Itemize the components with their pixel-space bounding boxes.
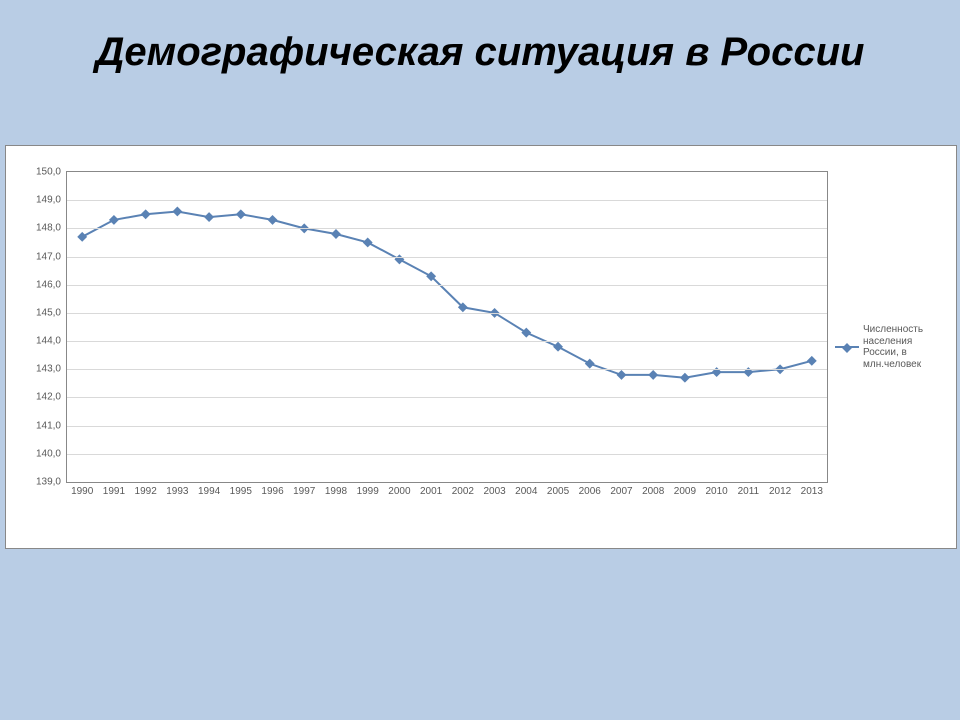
y-axis-tick: 142,0 (11, 392, 67, 403)
data-point-marker (77, 232, 87, 242)
x-axis-tick: 1990 (71, 486, 93, 497)
y-axis-tick: 149,0 (11, 195, 67, 206)
chart-container: 139,0 140,0 141,0 142,0 143,0 144,0 145,0 146,0… (5, 145, 957, 549)
x-axis-tick: 2010 (706, 486, 728, 497)
chart-legend: Численность населения России, в млн.чело… (835, 324, 950, 370)
gridline (67, 313, 827, 314)
x-axis-tick: 2001 (420, 486, 442, 497)
y-axis-tick: 141,0 (11, 420, 67, 431)
data-point-marker (680, 373, 690, 383)
data-point-marker (236, 209, 246, 219)
x-axis-tick: 2008 (642, 486, 664, 497)
legend-marker-icon (835, 346, 859, 348)
data-point-marker (141, 209, 151, 219)
gridline (67, 397, 827, 398)
data-point-marker (648, 370, 658, 380)
gridline (67, 454, 827, 455)
y-axis-tick: 150,0 (11, 167, 67, 178)
data-point-marker (521, 328, 531, 338)
data-point-marker (585, 359, 595, 369)
x-axis-tick: 2000 (388, 486, 410, 497)
page-title: Демографическая ситуация в России (0, 30, 960, 75)
x-axis-tick: 1998 (325, 486, 347, 497)
x-axis-tick: 1995 (230, 486, 252, 497)
x-axis-tick: 2012 (769, 486, 791, 497)
y-axis-tick: 146,0 (11, 279, 67, 290)
x-axis-tick: 1996 (261, 486, 283, 497)
legend-label: Численность населения России, в млн.чело… (863, 324, 950, 370)
x-axis-tick: 2005 (547, 486, 569, 497)
y-axis-tick: 145,0 (11, 307, 67, 318)
gridline (67, 341, 827, 342)
data-point-marker (268, 215, 278, 225)
gridline (67, 369, 827, 370)
data-point-marker (331, 229, 341, 239)
gridline (67, 285, 827, 286)
data-point-marker (204, 212, 214, 222)
gridline (67, 228, 827, 229)
data-point-marker (553, 342, 563, 352)
series-line (82, 211, 812, 377)
x-axis-tick: 1999 (357, 486, 379, 497)
x-axis-tick: 1991 (103, 486, 125, 497)
x-axis-tick: 2004 (515, 486, 537, 497)
slide: Демографическая ситуация в России 139,0 1… (0, 0, 960, 720)
chart-plot-area: 139,0140,0141,0142,0143,0144,0145,0146,0… (66, 171, 828, 483)
y-axis-tick: 143,0 (11, 364, 67, 375)
x-axis-tick: 2013 (801, 486, 823, 497)
data-point-marker (172, 207, 182, 217)
y-axis-tick: 139,0 (11, 477, 67, 488)
x-axis-tick: 2003 (483, 486, 505, 497)
y-axis-tick: 148,0 (11, 223, 67, 234)
data-point-marker (109, 215, 119, 225)
chart-series-svg (67, 172, 827, 482)
y-axis-tick: 144,0 (11, 336, 67, 347)
data-point-marker (617, 370, 627, 380)
y-axis-tick: 140,0 (11, 448, 67, 459)
x-axis-tick: 1994 (198, 486, 220, 497)
x-axis-tick: 1997 (293, 486, 315, 497)
x-axis-tick: 2011 (738, 486, 760, 497)
y-axis-tick: 147,0 (11, 251, 67, 262)
x-axis-tick: 2007 (610, 486, 632, 497)
gridline (67, 426, 827, 427)
gridline (67, 257, 827, 258)
x-axis-tick: 1992 (135, 486, 157, 497)
x-axis-tick: 1993 (166, 486, 188, 497)
data-point-marker (807, 356, 817, 366)
gridline (67, 200, 827, 201)
data-point-marker (363, 238, 373, 248)
x-axis-tick: 2002 (452, 486, 474, 497)
x-axis-tick: 2006 (579, 486, 601, 497)
x-axis-tick: 2009 (674, 486, 696, 497)
